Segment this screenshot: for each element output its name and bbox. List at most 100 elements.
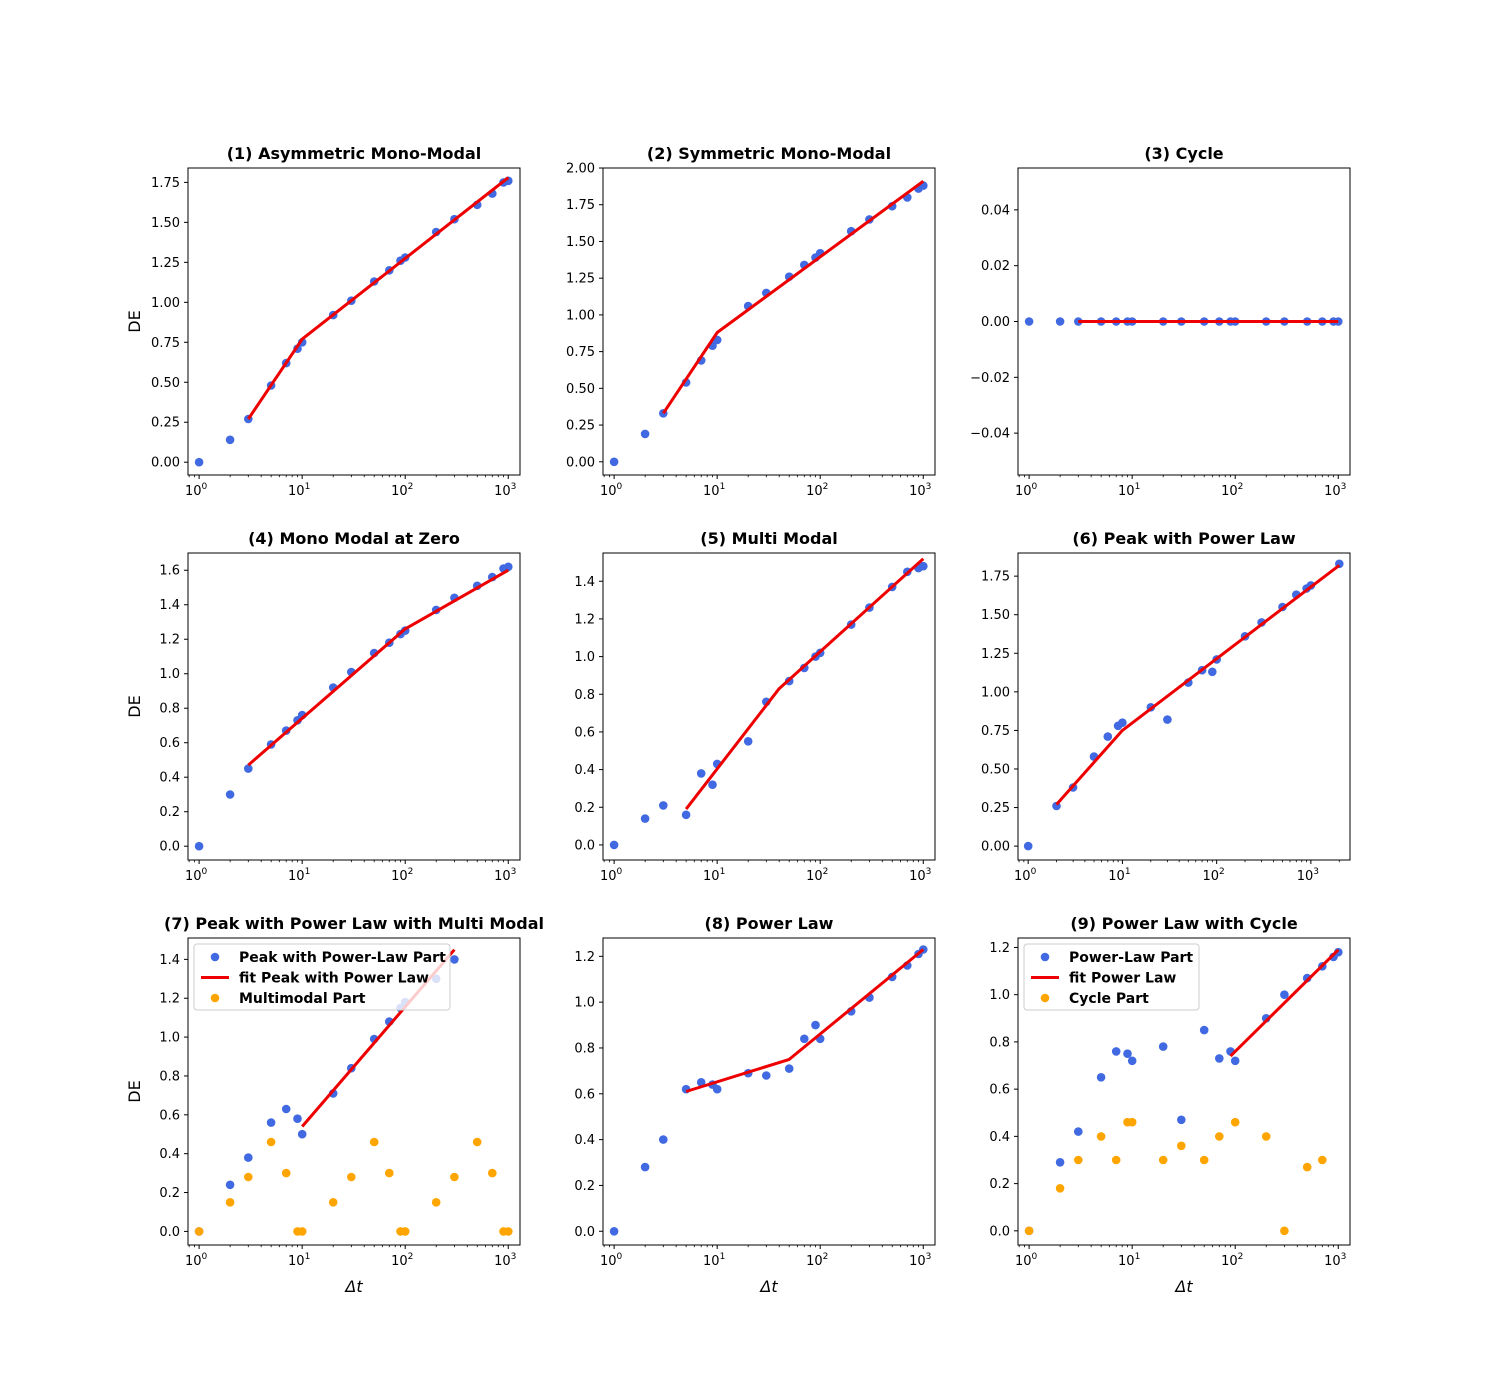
- chart-1-xtick-label: 103: [494, 482, 516, 499]
- chart-8-xtick-label: 103: [909, 1252, 931, 1269]
- chart-6-frame: [1017, 552, 1351, 861]
- chart-7-series-3-point: [431, 1198, 441, 1207]
- chart-6-ytick-label: 1.00: [981, 685, 1010, 700]
- chart-1-ytick-label: 1.00: [151, 296, 180, 311]
- chart-2-series-1-point: [609, 457, 619, 467]
- chart-7-series-3-point: [194, 1227, 204, 1236]
- chart-4-fit-line: [247, 568, 510, 767]
- chart-7-series-3-point: [369, 1137, 379, 1147]
- chart-8-xtick-label: 101: [703, 1252, 725, 1269]
- chart-7-series-3-point: [244, 1172, 253, 1182]
- chart-4-series-1-point: [194, 841, 204, 851]
- chart-7-ytick-label: 0.4: [159, 1147, 180, 1162]
- chart-5-series-1-point: [696, 769, 706, 778]
- chart-7-legend-point-marker: [210, 952, 220, 962]
- chart-6-series-1-point: [1118, 718, 1127, 727]
- chart-7-series-1-point: [297, 1129, 307, 1139]
- chart-1-ytick-label: 0.50: [151, 376, 180, 391]
- chart-1-xtick-label: 102: [391, 482, 413, 499]
- chart-5-series-1-point: [743, 737, 753, 746]
- chart-7-series-1-point: [225, 1180, 235, 1190]
- chart-8: (8) Power Law 0.0 0.2 0.4 0.6 0.8 1.0 1.2 100 101…: [574, 914, 936, 1296]
- chart-6-xtick-label: 101: [1108, 867, 1130, 884]
- chart-4-ytick-label: 1.6: [159, 564, 180, 579]
- chart-7-series-1-point: [281, 1104, 291, 1114]
- chart-9-ytick-label: 1.2: [989, 941, 1010, 956]
- chart-3-ytick-label: 0.04: [981, 203, 1010, 218]
- chart-9-ytick-label: 0.2: [989, 1177, 1010, 1192]
- chart-7-series-3-point: [450, 1172, 459, 1182]
- chart-4-frame: [187, 552, 521, 861]
- chart-9-series-1-point: [1158, 1042, 1168, 1051]
- chart-5-series-1-point: [681, 810, 691, 820]
- chart-6-ytick-label: 0.00: [981, 840, 1010, 855]
- chart-9-ytick-label: 0.6: [989, 1083, 1010, 1098]
- chart-2-frame: [602, 167, 936, 476]
- chart-1-ytick-label: 1.75: [151, 176, 180, 191]
- chart-9-series-1-point: [1111, 1047, 1121, 1056]
- chart-7-ytick-label: 0.0: [159, 1225, 180, 1240]
- chart-7-series-3-point: [225, 1198, 235, 1207]
- chart-1-ytick-label: 1.25: [151, 256, 180, 271]
- chart-2-title: (2) Symmetric Mono-Modal: [647, 144, 891, 163]
- chart-6-xtick-label: 103: [1297, 867, 1319, 884]
- chart-5-series-1-point: [640, 814, 650, 823]
- chart-7-series-3-point: [488, 1168, 497, 1178]
- chart-5-xtick-label: 102: [806, 867, 828, 884]
- chart-5-xtick-label: 103: [909, 867, 931, 884]
- chart-1-plot-area: [194, 176, 513, 467]
- chart-2-xtick-label: 103: [909, 482, 931, 499]
- chart-3-xtick-label: 102: [1221, 482, 1243, 499]
- chart-4-ytick-label: 0.0: [159, 840, 180, 855]
- chart-8-plot-area: [609, 945, 928, 1236]
- chart-3-xtick-label: 101: [1118, 482, 1140, 499]
- chart-9-series-3-point: [1074, 1155, 1083, 1165]
- chart-3-series-1-point: [1055, 317, 1065, 326]
- chart-2-ytick-label: 2.00: [566, 162, 595, 177]
- chart-6-fit-line: [1055, 564, 1341, 806]
- chart-6-plot-area: [1023, 559, 1344, 851]
- chart-9-series-3-point: [1261, 1132, 1271, 1141]
- chart-7: (7) Peak with Power Law with Multi Modal…: [125, 914, 544, 1296]
- chart-9-xlabel: Δt: [1173, 1277, 1193, 1296]
- chart-7-series-3-point: [266, 1137, 276, 1147]
- chart-4-xtick-label: 100: [185, 867, 208, 884]
- chart-9-xtick-label: 102: [1221, 1252, 1243, 1269]
- chart-9-series-3-point: [1199, 1155, 1209, 1165]
- chart-5-series-1-point: [708, 780, 717, 789]
- chart-9-series-1-point: [1123, 1049, 1132, 1058]
- chart-5-ytick-label: 0.4: [574, 763, 595, 778]
- chart-2-ytick-label: 0.75: [566, 345, 595, 360]
- chart-6-ytick-label: 0.25: [981, 801, 1010, 816]
- chart-5-ytick-label: 0.6: [574, 725, 595, 740]
- chart-7-series-1-point: [244, 1153, 253, 1162]
- chart-3-xtick-label: 103: [1324, 482, 1346, 499]
- chart-8-ytick-label: 0.2: [574, 1179, 595, 1194]
- chart-3-ytick-label: 0.00: [981, 315, 1010, 330]
- chart-9-series-3-point: [1280, 1226, 1289, 1236]
- chart-8-series-1-point: [659, 1135, 668, 1144]
- chart-7-series-1-point: [450, 955, 459, 964]
- chart-2-ytick-label: 1.25: [566, 272, 595, 287]
- chart-7-legend-point-marker: [210, 993, 220, 1003]
- chart-7-series-3-point: [472, 1137, 482, 1147]
- chart-9-legend-label: Cycle Part: [1069, 991, 1149, 1007]
- chart-1-frame: [187, 167, 521, 476]
- chart-9-ytick-label: 0.4: [989, 1130, 1010, 1145]
- chart-5-frame: [602, 552, 936, 861]
- chart-9-series-3-point: [1024, 1226, 1034, 1236]
- chart-8-series-1-point: [762, 1071, 771, 1080]
- chart-2-xtick-label: 101: [703, 482, 725, 499]
- chart-5-series-1-point: [919, 561, 928, 571]
- chart-1-ytick-label: 1.50: [151, 216, 180, 231]
- chart-4-ytick-label: 1.0: [159, 667, 180, 682]
- chart-7-ytick-label: 1.4: [159, 953, 180, 968]
- chart-5: (5) Multi Modal 0.0 0.2 0.4 0.6 0.8 1.0 1.2 1.4 1…: [574, 529, 936, 884]
- chart-9-series-3-point: [1302, 1162, 1312, 1172]
- chart-1-xtick-label: 100: [185, 482, 208, 499]
- chart-7-ytick-label: 0.8: [159, 1069, 180, 1084]
- chart-7-series-3-point: [281, 1168, 291, 1178]
- chart-3-ytick-label: −0.02: [970, 371, 1010, 386]
- chart-9-series-1-point: [1199, 1025, 1209, 1035]
- chart-7-xtick-label: 101: [288, 1252, 310, 1269]
